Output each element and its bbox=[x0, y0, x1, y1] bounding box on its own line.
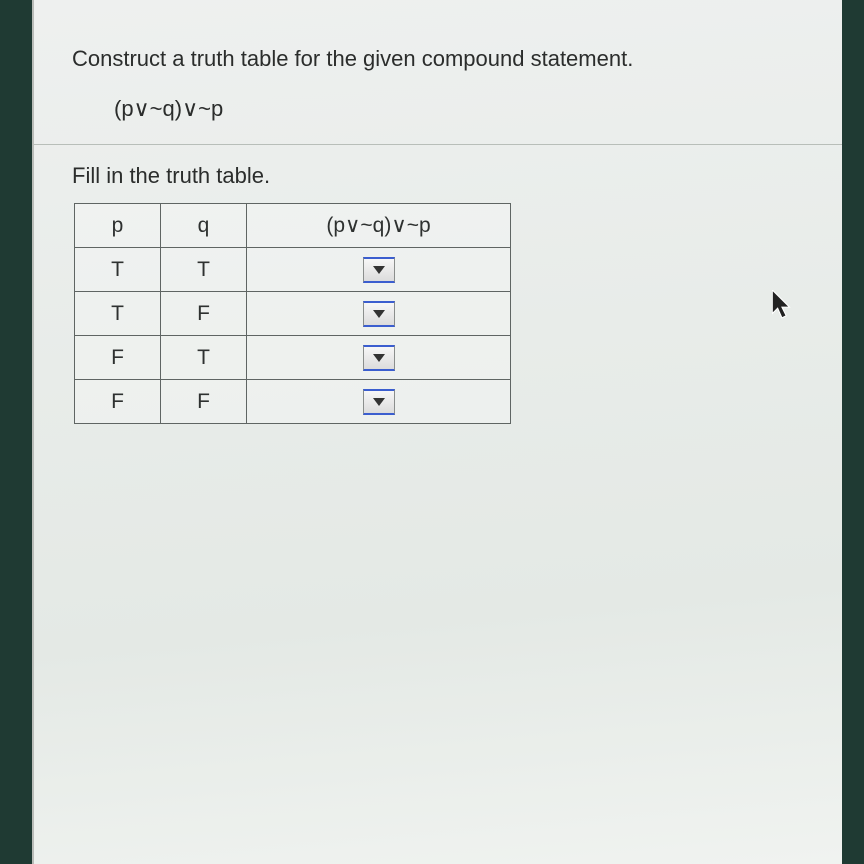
chevron-down-icon bbox=[373, 310, 385, 318]
cell-p: T bbox=[75, 248, 161, 292]
header-result: (p∨~q)∨~p bbox=[247, 204, 511, 248]
result-dropdown-1[interactable] bbox=[363, 301, 395, 327]
cell-result bbox=[247, 248, 511, 292]
result-dropdown-3[interactable] bbox=[363, 389, 395, 415]
cell-result bbox=[247, 292, 511, 336]
cell-p: F bbox=[75, 380, 161, 424]
chevron-down-icon bbox=[373, 398, 385, 406]
cell-result bbox=[247, 336, 511, 380]
cell-result bbox=[247, 380, 511, 424]
header-q: q bbox=[161, 204, 247, 248]
compound-expression: (p∨~q)∨~p bbox=[114, 96, 814, 122]
header-p: p bbox=[75, 204, 161, 248]
cell-p: T bbox=[75, 292, 161, 336]
cell-q: T bbox=[161, 248, 247, 292]
instruction-text: Construct a truth table for the given co… bbox=[72, 46, 814, 72]
section-divider bbox=[34, 144, 842, 145]
table-row: F T bbox=[75, 336, 511, 380]
chevron-down-icon bbox=[373, 266, 385, 274]
content-area: Construct a truth table for the given co… bbox=[34, 0, 842, 424]
chevron-down-icon bbox=[373, 354, 385, 362]
subinstruction-text: Fill in the truth table. bbox=[72, 163, 814, 189]
table-row: T T bbox=[75, 248, 511, 292]
cell-q: T bbox=[161, 336, 247, 380]
table-row: T F bbox=[75, 292, 511, 336]
cell-q: F bbox=[161, 380, 247, 424]
mouse-cursor-icon bbox=[772, 290, 794, 320]
table-header-row: p q (p∨~q)∨~p bbox=[75, 204, 511, 248]
truth-table: p q (p∨~q)∨~p T T bbox=[74, 203, 511, 424]
result-dropdown-2[interactable] bbox=[363, 345, 395, 371]
cell-p: F bbox=[75, 336, 161, 380]
problem-panel: Construct a truth table for the given co… bbox=[32, 0, 842, 864]
result-dropdown-0[interactable] bbox=[363, 257, 395, 283]
cell-q: F bbox=[161, 292, 247, 336]
table-row: F F bbox=[75, 380, 511, 424]
